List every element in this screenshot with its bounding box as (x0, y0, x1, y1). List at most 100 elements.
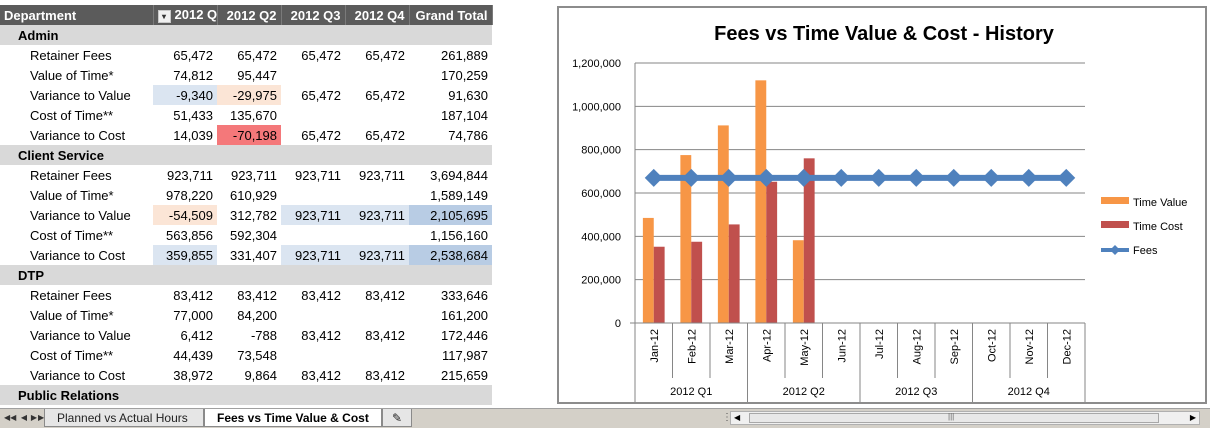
cell[interactable]: 83,412 (281, 325, 345, 345)
table-row[interactable]: Variance to Cost 14,039 -70,198 65,472 6… (0, 125, 492, 145)
cell[interactable]: -788 (217, 325, 281, 345)
cell[interactable]: 83,412 (345, 325, 409, 345)
header-2012-q2[interactable]: 2012 Q2 (217, 5, 282, 25)
cell[interactable]: 65,472 (281, 125, 345, 145)
cell[interactable]: 84,200 (217, 305, 281, 325)
group-row-client-service[interactable]: Client Service (0, 145, 492, 165)
tab-planned-vs-actual-hours[interactable]: Planned vs Actual Hours (44, 409, 204, 427)
cell[interactable]: 83,412 (345, 285, 409, 305)
cell[interactable]: 592,304 (217, 225, 281, 245)
table-row[interactable]: Cost of Time** 51,433 135,670 187,104 (0, 105, 492, 125)
row-label[interactable]: Retainer Fees (0, 285, 153, 305)
group-label[interactable]: Client Service (0, 145, 492, 165)
row-label[interactable]: Value of Time* (0, 65, 153, 85)
cell[interactable]: 9,864 (217, 365, 281, 385)
table-row[interactable]: Cost of Time** 44,439 73,548 117,987 (0, 345, 492, 365)
group-row-public-relations[interactable]: Public Relations (0, 385, 492, 405)
horizontal-scrollbar[interactable]: ◀ ||| ▶ (730, 411, 1200, 425)
header-grand-total[interactable]: Grand Total (409, 5, 493, 25)
cell[interactable] (281, 65, 345, 85)
cell[interactable]: 135,670 (217, 105, 281, 125)
cell[interactable]: 83,412 (153, 285, 217, 305)
row-label[interactable]: Retainer Fees (0, 45, 153, 65)
row-label[interactable]: Variance to Value (0, 325, 153, 345)
cell[interactable]: 923,711 (217, 165, 281, 185)
cell[interactable]: 65,472 (345, 125, 409, 145)
scrollbar-thumb[interactable]: ||| (749, 412, 1159, 423)
cell[interactable]: 6,412 (153, 325, 217, 345)
cell[interactable] (345, 65, 409, 85)
table-row[interactable]: Variance to Value -54,509 312,782 923,71… (0, 205, 492, 225)
row-label[interactable]: Variance to Cost (0, 125, 153, 145)
cell[interactable] (281, 345, 345, 365)
cell[interactable]: 359,855 (153, 245, 217, 265)
first-sheet-icon[interactable]: ◀◀ (4, 413, 17, 422)
row-label[interactable]: Variance to Value (0, 205, 153, 225)
cell[interactable]: 161,200 (409, 305, 492, 325)
next-sheet-icon[interactable]: ▶ (30, 413, 38, 422)
cell[interactable]: 65,472 (217, 45, 281, 65)
cell[interactable]: 38,972 (153, 365, 217, 385)
table-row[interactable]: Variance to Cost 38,972 9,864 83,412 83,… (0, 365, 492, 385)
cell[interactable]: 172,446 (409, 325, 492, 345)
cell[interactable]: 3,694,844 (409, 165, 492, 185)
row-label[interactable]: Variance to Cost (0, 245, 153, 265)
prev-sheet-icon[interactable]: ◀ (20, 413, 28, 422)
cell[interactable]: 65,472 (345, 45, 409, 65)
row-label[interactable]: Value of Time* (0, 185, 153, 205)
cell[interactable]: 1,156,160 (409, 225, 492, 245)
cell[interactable]: 77,000 (153, 305, 217, 325)
dropdown-filter-icon[interactable]: ▾ (157, 9, 171, 23)
cell[interactable]: 95,447 (217, 65, 281, 85)
cell[interactable]: 73,548 (217, 345, 281, 365)
cell[interactable]: 83,412 (281, 365, 345, 385)
cell[interactable]: 923,711 (345, 165, 409, 185)
cell[interactable]: 923,711 (345, 245, 409, 265)
table-row[interactable]: Variance to Value 6,412 -788 83,412 83,4… (0, 325, 492, 345)
header-department[interactable]: Department (0, 5, 154, 25)
group-row-dtp[interactable]: DTP (0, 265, 492, 285)
cell[interactable]: 923,711 (281, 205, 345, 225)
cell[interactable]: 923,711 (281, 165, 345, 185)
table-row[interactable]: Value of Time* 74,812 95,447 170,259 (0, 65, 492, 85)
group-label[interactable]: DTP (0, 265, 492, 285)
cell[interactable]: 1,589,149 (409, 185, 492, 205)
cell[interactable]: 187,104 (409, 105, 492, 125)
cell[interactable]: 563,856 (153, 225, 217, 245)
cell[interactable]: 65,472 (281, 45, 345, 65)
table-row[interactable]: Retainer Fees 65,472 65,472 65,472 65,47… (0, 45, 492, 65)
tab-fees-vs-time-value-cost[interactable]: Fees vs Time Value & Cost (204, 409, 382, 427)
cell[interactable]: 261,889 (409, 45, 492, 65)
row-label[interactable]: Retainer Fees (0, 165, 153, 185)
cell[interactable]: 65,472 (345, 85, 409, 105)
header-2012-q4[interactable]: 2012 Q4 (345, 5, 410, 25)
cell[interactable] (281, 305, 345, 325)
cell[interactable]: 923,711 (153, 165, 217, 185)
scroll-left-icon[interactable]: ◀ (734, 413, 741, 422)
cell[interactable]: 44,439 (153, 345, 217, 365)
cell[interactable]: 312,782 (217, 205, 281, 225)
cell[interactable]: -70,198 (217, 125, 281, 145)
row-label[interactable]: Value of Time* (0, 305, 153, 325)
cell[interactable]: 83,412 (217, 285, 281, 305)
cell[interactable]: 331,407 (217, 245, 281, 265)
cell[interactable] (281, 185, 345, 205)
row-label[interactable]: Variance to Cost (0, 365, 153, 385)
group-label[interactable]: Public Relations (0, 385, 492, 405)
cell[interactable]: 74,786 (409, 125, 492, 145)
cell[interactable]: -9,340 (153, 85, 217, 105)
row-label[interactable]: Cost of Time** (0, 345, 153, 365)
cell[interactable]: 923,711 (345, 205, 409, 225)
insert-sheet-icon[interactable]: ✎ (382, 409, 412, 427)
row-label[interactable]: Variance to Value (0, 85, 153, 105)
cell[interactable]: -29,975 (217, 85, 281, 105)
table-row[interactable]: Retainer Fees 923,711 923,711 923,711 92… (0, 165, 492, 185)
cell[interactable]: 333,646 (409, 285, 492, 305)
cell[interactable]: 978,220 (153, 185, 217, 205)
cell[interactable]: 215,659 (409, 365, 492, 385)
header-2012-q1[interactable]: ▾2012 Q1 (153, 5, 218, 25)
tab-split-handle-icon[interactable]: ⋮ (722, 412, 732, 423)
cell[interactable] (345, 105, 409, 125)
chart-area[interactable]: Fees vs Time Value & Cost - History 0 200… (557, 6, 1207, 404)
cell[interactable]: 51,433 (153, 105, 217, 125)
